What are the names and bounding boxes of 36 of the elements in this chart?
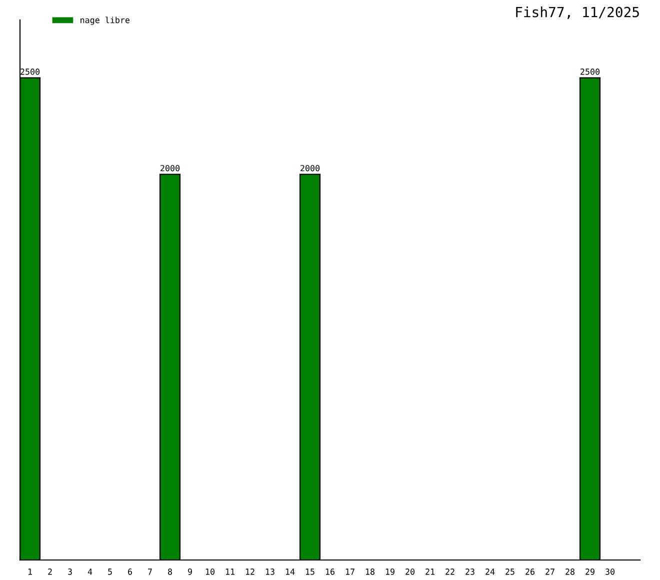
x-tick-label: 24 [486,568,495,575]
x-tick-label: 19 [386,568,394,575]
x-tick-label: 3 [68,568,72,575]
x-tick-label: 28 [566,568,574,575]
data-label: 2000 [300,164,320,172]
x-tick-label: 22 [446,568,454,575]
x-tick-label: 21 [426,568,434,575]
data-label: 2000 [160,164,180,172]
data-label: 2500 [580,68,600,75]
legend-label: nage libre [80,16,130,25]
x-tick-label: 13 [266,568,274,575]
x-tick-label: 16 [326,568,334,575]
x-tick-label: 26 [526,568,534,575]
x-tick-label: 11 [226,568,234,575]
x-tick-label: 23 [466,568,474,575]
x-tick-label: 10 [206,568,214,575]
x-tick-label: 14 [286,568,295,575]
x-tick-label: 30 [606,568,614,575]
x-tick-label: 25 [506,568,514,575]
x-tick-label: 4 [88,568,92,575]
x-tick-label: 1 [28,568,32,575]
data-label: 2500 [20,68,40,75]
x-tick-label: 18 [366,568,374,575]
x-tick-label: 12 [246,568,254,575]
x-tick-label: 2 [48,568,52,575]
x-tick-label: 9 [188,568,192,575]
chart-title: Fish77, 11/2025 [516,6,639,20]
x-tick-label: 29 [586,568,594,575]
x-tick-label: 5 [108,568,112,575]
x-tick-label: 20 [406,568,414,575]
x-tick-label: 8 [168,568,172,575]
x-tick-label: 27 [546,568,554,575]
x-tick-label: 7 [148,568,152,575]
x-tick-label: 15 [306,568,314,575]
x-tick-label: 6 [128,568,132,575]
x-tick-label: 17 [346,568,354,575]
